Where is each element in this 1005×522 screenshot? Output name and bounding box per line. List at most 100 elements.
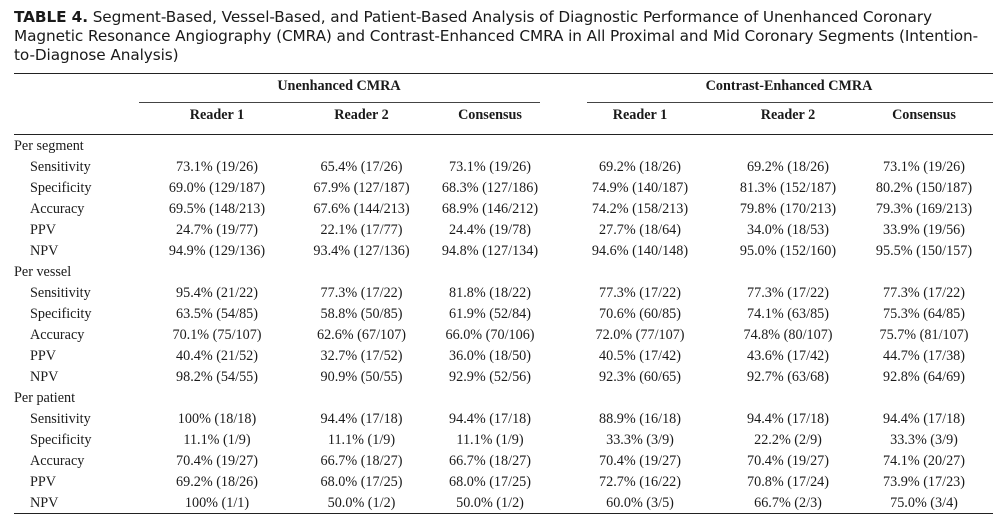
col-header-contrast-consensus: Consensus: [892, 107, 956, 123]
table-cell: 74.1% (63/85): [747, 306, 829, 322]
table-cell: 77.3% (17/22): [747, 285, 829, 301]
table-cell: 67.9% (127/187): [313, 180, 410, 196]
table-cell: 94.4% (17/18): [747, 411, 829, 427]
table-cell: 72.7% (16/22): [599, 474, 681, 490]
table-cell: 69.5% (148/213): [168, 201, 266, 217]
table-cell: 11.1% (1/9): [456, 432, 524, 448]
row-label: Accuracy: [30, 327, 85, 343]
table-row: NPV 100% (1/1) 50.0% (1/2) 50.0% (1/2) 60.0%…: [14, 493, 993, 514]
table-cell: 92.7% (63/68): [747, 369, 829, 385]
group-header-contrast: Contrast-Enhanced CMRA: [705, 78, 873, 94]
table-cell: 70.8% (17/24): [747, 474, 829, 490]
row-label: Accuracy: [30, 453, 85, 469]
table-cell: 93.4% (127/136): [313, 243, 410, 259]
row-label: PPV: [30, 348, 57, 364]
row-label: PPV: [30, 474, 57, 490]
section-heading: Per patient: [14, 390, 76, 406]
table-cell: 94.4% (17/18): [320, 411, 403, 427]
table-cell: 68.0% (17/25): [320, 474, 403, 490]
table-row: Specificity 69.0% (129/187) 67.9% (127/187…: [14, 178, 993, 199]
row-label: NPV: [30, 495, 59, 511]
table-cell: 77.3% (17/22): [320, 285, 403, 301]
table-cell: 69.2% (18/26): [599, 159, 681, 175]
table-row: Sensitivity 95.4% (21/22) 77.3% (17/22) 81.…: [14, 283, 993, 304]
table-cell: 73.1% (19/26): [449, 159, 531, 175]
table-cell: 92.8% (64/69): [883, 369, 965, 385]
table-cell: 92.9% (52/56): [449, 369, 531, 385]
table-row: PPV 24.7% (19/77) 22.1% (17/77) 24.4% (19/7…: [14, 220, 993, 241]
row-label: Sensitivity: [30, 159, 91, 175]
table-cell: 33.9% (19/56): [883, 222, 965, 238]
table-cell: 40.4% (21/52): [176, 348, 258, 364]
row-label: Specificity: [30, 180, 92, 196]
table-cell: 68.3% (127/186): [441, 180, 539, 196]
table-cell: 75.3% (64/85): [883, 306, 965, 322]
row-label: Sensitivity: [30, 411, 91, 427]
table-row: Sensitivity 73.1% (19/26) 65.4% (17/26) 73.…: [14, 157, 993, 178]
table-cell: 95.5% (150/157): [875, 243, 973, 259]
row-label: PPV: [30, 222, 57, 238]
table-row: Specificity 63.5% (54/85) 58.8% (50/85) 61.…: [14, 304, 993, 325]
table-cell: 73.1% (19/26): [176, 159, 258, 175]
table-cell: 11.1% (1/9): [183, 432, 251, 448]
table-row: Accuracy 69.5% (148/213) 67.6% (144/213) 68…: [14, 199, 993, 220]
section-heading: Per segment: [14, 138, 84, 154]
table-cell: 50.0% (1/2): [327, 495, 396, 511]
table-cell: 44.7% (17/38): [883, 348, 965, 364]
table-cell: 40.5% (17/42): [599, 348, 681, 364]
table-cell: 74.2% (158/213): [591, 201, 689, 217]
row-label: Specificity: [30, 306, 92, 322]
table-cell: 92.3% (60/65): [599, 369, 681, 385]
table-cell: 74.9% (140/187): [591, 180, 689, 196]
table-row: Accuracy 70.1% (75/107) 62.6% (67/107) 66.0…: [14, 325, 993, 346]
table-cell: 94.6% (140/148): [591, 243, 689, 259]
table-cell: 69.0% (129/187): [168, 180, 266, 196]
table-cell: 73.1% (19/26): [883, 159, 965, 175]
table-row: PPV 40.4% (21/52) 32.7% (17/52) 36.0% (18/5…: [14, 346, 993, 367]
col-header-unenhanced-reader2: Reader 2: [334, 107, 389, 123]
table-cell: 66.7% (18/27): [449, 453, 531, 469]
table-title: Segment-Based, Vessel-Based, and Patient…: [14, 8, 978, 64]
table-cell: 11.1% (1/9): [327, 432, 396, 448]
table-row: NPV 98.2% (54/55) 90.9% (50/55) 92.9% (52/5…: [14, 367, 993, 388]
table-cell: 81.3% (152/187): [739, 180, 837, 196]
table-cell: 70.4% (19/27): [747, 453, 829, 469]
table-cell: 70.1% (75/107): [172, 327, 262, 343]
table-cell: 74.8% (80/107): [743, 327, 833, 343]
row-label: Sensitivity: [30, 285, 91, 301]
table-cell: 80.2% (150/187): [875, 180, 973, 196]
table-cell: 22.1% (17/77): [320, 222, 403, 238]
table-cell: 67.6% (144/213): [313, 201, 410, 217]
table-cell: 94.4% (17/18): [883, 411, 965, 427]
table-top-rule: [14, 73, 993, 74]
table-cell: 79.8% (170/213): [739, 201, 837, 217]
header-bottom-rule: [14, 134, 993, 135]
table-cell: 70.4% (19/27): [599, 453, 681, 469]
table-cell: 66.7% (18/27): [320, 453, 403, 469]
group-underline-contrast: [587, 102, 993, 103]
table-cell: 50.0% (1/2): [456, 495, 524, 511]
table-cell: 100% (18/18): [177, 411, 257, 427]
table-cell: 27.7% (18/64): [599, 222, 681, 238]
table-cell: 98.2% (54/55): [176, 369, 258, 385]
table-cell: 69.2% (18/26): [747, 159, 829, 175]
col-header-unenhanced-consensus: Consensus: [458, 107, 522, 123]
group-header-unenhanced: Unenhanced CMRA: [277, 78, 401, 94]
table-number: TABLE 4.: [14, 8, 88, 26]
table-cell: 62.6% (67/107): [316, 327, 407, 343]
table-cell: 65.4% (17/26): [320, 159, 403, 175]
table-cell: 36.0% (18/50): [449, 348, 531, 364]
table-cell: 100% (1/1): [184, 495, 250, 511]
table-cell: 61.9% (52/84): [449, 306, 531, 322]
row-label: NPV: [30, 369, 59, 385]
table-bottom-rule: [14, 513, 993, 514]
table-cell: 90.9% (50/55): [320, 369, 403, 385]
table-cell: 69.2% (18/26): [176, 474, 258, 490]
table-cell: 74.1% (20/27): [883, 453, 965, 469]
table-cell: 88.9% (16/18): [599, 411, 681, 427]
table-row: PPV 69.2% (18/26) 68.0% (17/25) 68.0% (17/2…: [14, 472, 993, 493]
row-label: Specificity: [30, 432, 92, 448]
table-cell: 75.0% (3/4): [890, 495, 958, 511]
table-cell: 72.0% (77/107): [595, 327, 685, 343]
table-cell: 24.4% (19/78): [449, 222, 531, 238]
